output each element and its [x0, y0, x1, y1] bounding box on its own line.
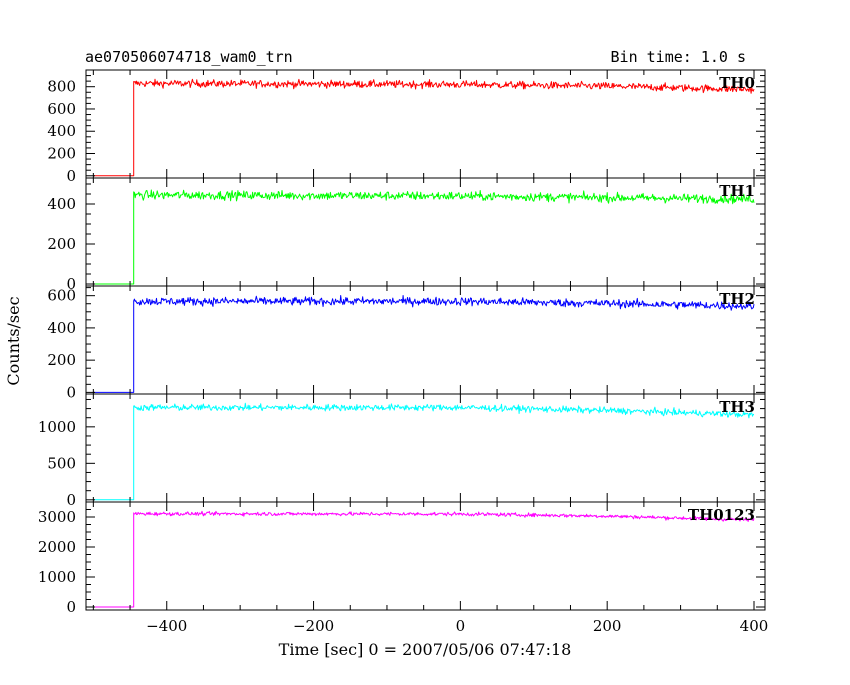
y-tick-label: 400 — [47, 319, 76, 337]
y-tick-label: 1000 — [38, 568, 76, 586]
y-tick-label: 0 — [66, 598, 76, 616]
series-line-th3 — [93, 402, 755, 501]
panel-th0123: 0 1000 2000 3000 TH0123 — [38, 501, 766, 616]
y-tick-label: 200 — [47, 235, 76, 253]
y-tick-label: 800 — [47, 78, 76, 96]
x-tick-label: 400 — [740, 617, 769, 635]
series-label-th0123: TH0123 — [688, 506, 755, 524]
y-tick-label: 400 — [47, 195, 76, 213]
panel-th2: 0 200 400 600 TH2 — [47, 285, 766, 401]
panel-th1: 0 200 400 TH1 — [47, 177, 766, 293]
y-tick-label: 600 — [47, 287, 76, 305]
y-tick-label: 3000 — [38, 508, 76, 526]
panel-frame — [85, 393, 766, 503]
panel-th3: 0 500 1000 TH3 — [38, 393, 766, 509]
series-line-th0 — [93, 78, 755, 177]
series-label-th1: TH1 — [719, 182, 755, 200]
series-line-th1 — [93, 189, 755, 285]
chart-title: ae070506074718_wam0_trn — [85, 48, 293, 66]
y-tick-label: 0 — [66, 491, 76, 509]
y-tick-label: 0 — [66, 275, 76, 293]
x-tick-label: 0 — [456, 617, 466, 635]
y-tick-label: 200 — [47, 145, 76, 163]
x-axis-title: Time [sec] 0 = 2007/05/06 07:47:18 — [279, 640, 572, 659]
x-tick-label: 200 — [593, 617, 622, 635]
y-axis-title: Counts/sec — [4, 296, 23, 385]
panel-th0: 0 200 400 600 800 TH0 — [47, 69, 766, 185]
x-tick-label: −400 — [146, 617, 187, 635]
y-tick-label: 200 — [47, 351, 76, 369]
y-tick-label: 500 — [47, 454, 76, 472]
series-label-th3: TH3 — [719, 398, 755, 416]
y-tick-label: 2000 — [38, 538, 76, 556]
y-tick-label: 0 — [66, 167, 76, 185]
series-label-th2: TH2 — [719, 290, 755, 308]
panel-frame — [85, 501, 766, 611]
y-tick-label: 1000 — [38, 418, 76, 436]
panel-frame — [85, 177, 766, 287]
y-tick-label: 0 — [66, 383, 76, 401]
panel-frame — [85, 285, 766, 395]
series-line-th2 — [93, 295, 755, 393]
x-tick-label: −200 — [293, 617, 334, 635]
y-tick-label: 400 — [47, 122, 76, 140]
bin-time-label: Bin time: 1.0 s — [611, 48, 746, 66]
series-label-th0: TH0 — [719, 74, 755, 92]
series-line-th0123 — [93, 510, 755, 608]
y-tick-label: 600 — [47, 100, 76, 118]
